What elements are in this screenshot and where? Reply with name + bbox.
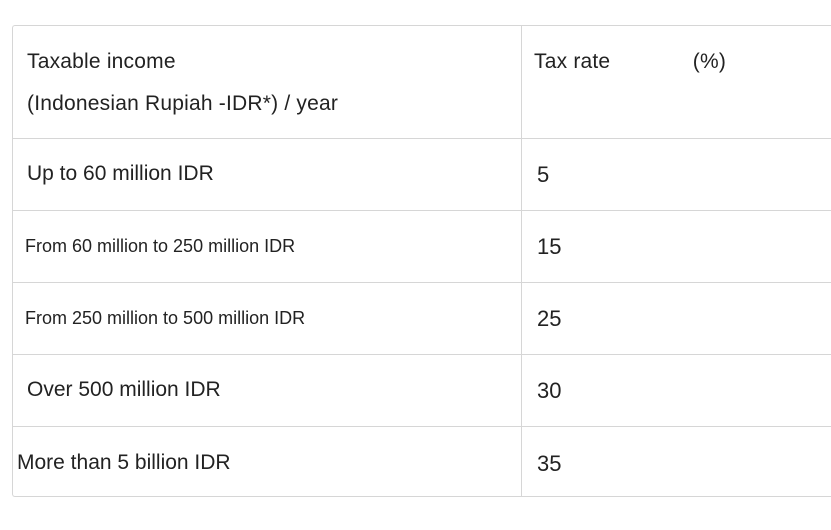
income-cell: Over 500 million IDR bbox=[27, 378, 221, 401]
rate-header-label: Tax rate bbox=[534, 50, 611, 73]
income-header-subtitle: (Indonesian Rupiah -IDR*) / year bbox=[27, 92, 339, 115]
rate-header-cell: Tax rate (%) bbox=[534, 41, 726, 83]
table-header-row: Taxable income (Indonesian Rupiah -IDR*)… bbox=[13, 26, 831, 139]
income-cell: From 60 million to 250 million IDR bbox=[25, 236, 296, 256]
rate-header-unit: (%) bbox=[692, 50, 727, 73]
tax-rate-table: Taxable income (Indonesian Rupiah -IDR*)… bbox=[12, 25, 831, 497]
income-cell: More than 5 billion IDR bbox=[17, 451, 231, 474]
table-row: From 60 million to 250 million IDR 15 bbox=[13, 211, 831, 283]
rate-cell: 25 bbox=[537, 306, 562, 331]
table-row: Up to 60 million IDR 5 bbox=[13, 139, 831, 211]
rate-cell: 5 bbox=[537, 162, 550, 187]
rate-cell: 30 bbox=[537, 378, 562, 403]
column-divider bbox=[521, 26, 522, 496]
income-header-title: Taxable income bbox=[27, 50, 176, 73]
rate-cell: 15 bbox=[537, 234, 562, 259]
table-row: Over 500 million IDR 30 bbox=[13, 355, 831, 427]
income-header-cell: Taxable income (Indonesian Rupiah -IDR*)… bbox=[27, 41, 338, 125]
income-cell: Up to 60 million IDR bbox=[27, 162, 214, 185]
table-row: From 250 million to 500 million IDR 25 bbox=[13, 283, 831, 355]
income-cell: From 250 million to 500 million IDR bbox=[25, 308, 306, 328]
rate-cell: 35 bbox=[537, 451, 562, 476]
table-row: More than 5 billion IDR 35 bbox=[13, 427, 831, 497]
